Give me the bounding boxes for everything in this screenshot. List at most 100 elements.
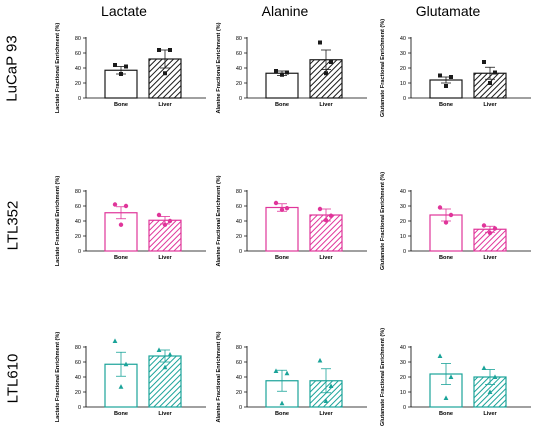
ytick-label-r1c2: 20 <box>400 219 406 225</box>
ytick-label-r2c0: 20 <box>75 390 81 396</box>
ytick-label-r1c1: 40 <box>236 219 242 225</box>
bar-r1c1-bone <box>265 206 299 252</box>
ytick-label-r1c2: 0 <box>403 249 406 255</box>
ytick-label-r1c0: 40 <box>75 219 81 225</box>
ytick-label-r0c2: 30 <box>400 51 406 57</box>
point-r0c2-liver <box>482 60 486 64</box>
point-r1c2-liver <box>487 230 493 236</box>
point-r1c2-bone <box>448 212 454 218</box>
ytick-label-r0c2: 40 <box>400 36 406 42</box>
ytick-label-r1c2: 30 <box>400 204 406 210</box>
point-r0c0-liver <box>157 48 161 52</box>
ytick-label-r1c1: 20 <box>236 234 242 240</box>
point-r1c0-liver <box>162 222 168 227</box>
point-r2c1-liver <box>317 357 323 363</box>
ytick-label-r1c0: 20 <box>75 234 81 240</box>
point-r0c2-liver <box>493 70 497 75</box>
point-r2c1-bone <box>273 368 279 373</box>
ytick-label-r0c2: 20 <box>400 66 406 72</box>
point-r2c1-bone <box>279 400 285 406</box>
point-r0c0-bone <box>124 64 128 69</box>
point-r0c2-bone <box>449 75 453 79</box>
point-r1c2-bone <box>437 205 443 210</box>
point-r2c0-liver <box>156 347 162 352</box>
ylabel-r2c2: Glutamate Fractional Enrichment (%) <box>380 328 386 426</box>
ytick-label-r0c0: 80 <box>75 36 81 42</box>
ytick-label-r2c1: 40 <box>236 375 242 381</box>
ytick-label-r1c2: 40 <box>400 189 406 195</box>
xtick-label-r2c1-liver: Liver <box>319 411 333 417</box>
ylabel-r0c1: Alanine Fractional Enrichment (%) <box>216 22 222 113</box>
ytick-label-r0c0: 60 <box>75 51 81 57</box>
point-r0c2-liver <box>488 81 492 85</box>
point-r2c0-bone <box>123 361 129 367</box>
ytick-label-r0c1: 40 <box>236 66 242 72</box>
xtick-label-r0c2-bone: Bone <box>439 102 453 108</box>
point-r1c0-bone <box>118 222 124 227</box>
xtick-label-r1c0-bone: Bone <box>114 255 128 261</box>
point-r0c0-liver <box>168 48 172 52</box>
ytick-label-r0c0: 40 <box>75 66 81 72</box>
point-r1c0-liver <box>167 218 173 224</box>
ylabel-r2c1: Alanine Fractional Enrichment (%) <box>216 331 222 422</box>
point-r2c0-bone <box>118 384 124 389</box>
ytick-label-r1c0: 0 <box>78 249 81 255</box>
ytick-label-r1c1: 80 <box>236 189 242 195</box>
point-r1c2-bone <box>443 220 449 225</box>
xtick-label-r1c2-liver: Liver <box>483 255 497 261</box>
ytick-label-r2c2: 10 <box>400 390 406 396</box>
ylabel-r2c0: Lactate Fractional Enrichment (%) <box>55 332 61 423</box>
ytick-label-r1c2: 10 <box>400 234 406 240</box>
ytick-label-r2c0: 40 <box>75 375 81 381</box>
point-r1c1-liver <box>317 206 323 212</box>
ytick-label-r2c1: 20 <box>236 390 242 396</box>
point-r0c1-liver <box>318 40 322 45</box>
ylabel-r1c1: Alanine Fractional Enrichment (%) <box>216 175 222 266</box>
point-r0c1-liver <box>324 71 328 76</box>
point-r0c0-bone <box>119 72 123 76</box>
xtick-label-r0c1-bone: Bone <box>275 102 289 108</box>
point-r2c2-liver <box>481 365 487 370</box>
point-r0c1-bone <box>285 70 289 75</box>
point-r2c2-bone <box>437 353 443 358</box>
ytick-label-r2c1: 0 <box>239 405 242 411</box>
ytick-label-r0c1: 80 <box>236 36 242 42</box>
xtick-label-r2c0-liver: Liver <box>158 411 172 417</box>
point-r0c0-bone <box>113 63 117 67</box>
ylabel-r0c2: Glutamate Fractional Enrichment (%) <box>380 19 386 117</box>
point-r0c0-liver <box>163 71 167 76</box>
ytick-label-r2c0: 0 <box>78 405 81 411</box>
point-r1c2-liver <box>492 226 498 231</box>
ytick-label-r1c0: 80 <box>75 189 81 195</box>
ytick-label-r2c2: 0 <box>403 405 406 411</box>
point-r1c0-liver <box>156 212 162 218</box>
ytick-label-r2c1: 80 <box>236 345 242 351</box>
xtick-label-r1c1-bone: Bone <box>275 255 289 261</box>
ytick-label-r2c1: 60 <box>236 360 242 366</box>
xtick-label-r2c1-bone: Bone <box>275 411 289 417</box>
xtick-label-r0c1-liver: Liver <box>319 102 333 108</box>
ytick-label-r2c2: 40 <box>400 345 406 351</box>
point-r2c1-bone <box>284 370 290 376</box>
ytick-label-r2c2: 30 <box>400 360 406 366</box>
ytick-label-r0c0: 20 <box>75 81 81 87</box>
ytick-label-r0c1: 20 <box>236 81 242 87</box>
point-r1c0-bone <box>112 202 118 207</box>
point-r1c1-liver <box>323 218 329 223</box>
point-r2c2-bone <box>448 374 454 379</box>
point-r2c0-liver <box>167 351 173 357</box>
point-r2c2-liver <box>487 389 493 394</box>
ytick-label-r0c1: 60 <box>236 51 242 57</box>
ytick-label-r0c1: 0 <box>239 96 242 102</box>
xtick-label-r1c0-liver: Liver <box>158 255 172 261</box>
point-r0c2-bone <box>438 73 442 78</box>
ylabel-r0c0: Lactate Fractional Enrichment (%) <box>55 23 61 114</box>
xtick-label-r1c2-bone: Bone <box>439 255 453 261</box>
xtick-label-r2c0-bone: Bone <box>114 411 128 417</box>
ytick-label-r0c0: 0 <box>78 96 81 102</box>
point-r1c2-liver <box>481 223 487 228</box>
point-r0c2-bone <box>444 84 448 88</box>
point-r1c1-bone <box>284 206 290 211</box>
ytick-label-r2c2: 20 <box>400 375 406 381</box>
